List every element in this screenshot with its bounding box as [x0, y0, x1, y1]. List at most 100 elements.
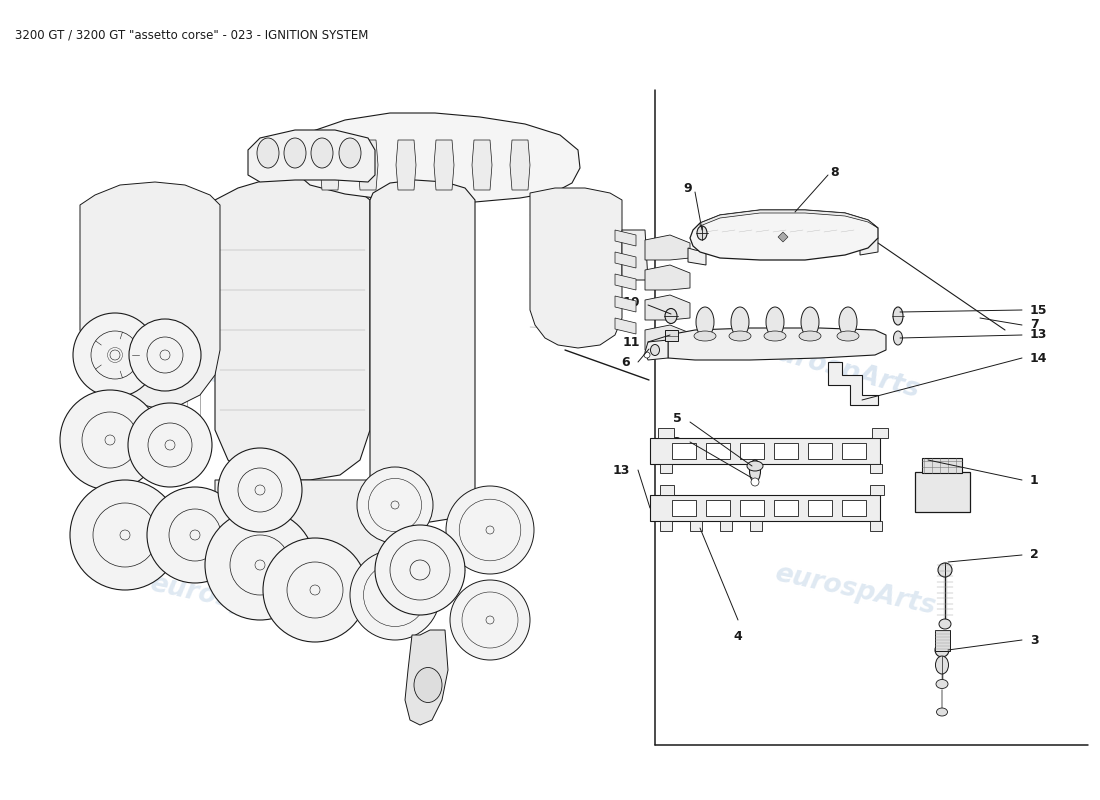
Polygon shape: [214, 177, 370, 480]
Polygon shape: [370, 180, 475, 522]
Ellipse shape: [694, 331, 716, 341]
Bar: [842, 500, 866, 516]
Bar: [808, 500, 832, 516]
Ellipse shape: [801, 307, 820, 337]
Ellipse shape: [697, 226, 707, 240]
Ellipse shape: [218, 448, 302, 532]
Text: 8: 8: [830, 166, 839, 178]
Bar: [808, 443, 832, 459]
Bar: [660, 485, 674, 495]
Ellipse shape: [747, 461, 763, 471]
Ellipse shape: [936, 708, 947, 716]
Ellipse shape: [729, 331, 751, 341]
Ellipse shape: [375, 525, 465, 615]
Ellipse shape: [446, 486, 534, 574]
Ellipse shape: [732, 307, 749, 337]
Text: eurospArts: eurospArts: [758, 336, 923, 404]
Ellipse shape: [263, 538, 367, 642]
Text: 11: 11: [623, 335, 640, 349]
Bar: [922, 458, 962, 473]
Text: 12: 12: [664, 435, 682, 449]
Polygon shape: [645, 295, 690, 320]
Text: 3200 GT / 3200 GT "assetto corse" - 023 - IGNITION SYSTEM: 3200 GT / 3200 GT "assetto corse" - 023 …: [15, 28, 368, 41]
Text: 9: 9: [684, 182, 692, 194]
Polygon shape: [615, 274, 636, 290]
Polygon shape: [472, 140, 492, 190]
Ellipse shape: [938, 563, 952, 577]
Polygon shape: [700, 210, 878, 228]
Bar: [870, 485, 884, 495]
Text: 15: 15: [1030, 303, 1047, 317]
Polygon shape: [650, 438, 880, 464]
Polygon shape: [621, 230, 648, 280]
Polygon shape: [860, 237, 878, 255]
Bar: [915, 472, 970, 512]
Text: eurospArts: eurospArts: [112, 336, 277, 404]
Text: 10: 10: [623, 295, 640, 309]
Text: 4: 4: [734, 630, 742, 643]
Bar: [658, 428, 674, 438]
Text: 7: 7: [1030, 318, 1038, 331]
Ellipse shape: [358, 467, 433, 543]
Ellipse shape: [350, 550, 440, 640]
Bar: [935, 630, 950, 651]
Ellipse shape: [73, 313, 157, 397]
Polygon shape: [396, 140, 416, 190]
Ellipse shape: [129, 319, 201, 391]
Ellipse shape: [893, 307, 903, 325]
Text: eurospArts: eurospArts: [772, 560, 938, 620]
Polygon shape: [668, 328, 886, 360]
Polygon shape: [434, 140, 454, 190]
Ellipse shape: [450, 580, 530, 660]
Polygon shape: [615, 230, 636, 246]
Bar: [660, 464, 672, 473]
Bar: [720, 521, 732, 531]
Polygon shape: [828, 362, 878, 405]
Bar: [774, 443, 798, 459]
Text: 1: 1: [1030, 474, 1038, 486]
Polygon shape: [688, 248, 706, 265]
Ellipse shape: [839, 307, 857, 337]
Polygon shape: [615, 296, 636, 312]
Polygon shape: [615, 252, 636, 268]
Bar: [750, 521, 762, 531]
Ellipse shape: [650, 345, 660, 355]
Text: 2: 2: [1030, 549, 1038, 562]
Polygon shape: [690, 210, 878, 260]
Ellipse shape: [749, 460, 760, 482]
Ellipse shape: [935, 643, 949, 657]
Bar: [690, 521, 702, 531]
Ellipse shape: [339, 138, 361, 168]
Polygon shape: [248, 130, 375, 182]
Text: 6: 6: [621, 355, 630, 369]
Text: 13: 13: [613, 463, 630, 477]
Ellipse shape: [799, 331, 821, 341]
Bar: [842, 443, 866, 459]
Polygon shape: [645, 265, 690, 290]
Polygon shape: [645, 340, 668, 360]
Bar: [706, 500, 730, 516]
Bar: [740, 500, 764, 516]
Ellipse shape: [70, 480, 180, 590]
Text: eurospArts: eurospArts: [147, 570, 314, 630]
Ellipse shape: [414, 667, 442, 702]
Polygon shape: [214, 480, 415, 590]
Polygon shape: [358, 140, 378, 190]
Bar: [774, 500, 798, 516]
Ellipse shape: [284, 138, 306, 168]
Ellipse shape: [764, 331, 786, 341]
Bar: [706, 443, 730, 459]
Bar: [740, 443, 764, 459]
Bar: [672, 500, 696, 516]
Polygon shape: [645, 235, 690, 260]
Polygon shape: [615, 318, 636, 334]
Ellipse shape: [751, 478, 759, 486]
Ellipse shape: [60, 390, 160, 490]
Ellipse shape: [205, 510, 315, 620]
Ellipse shape: [147, 487, 243, 583]
Ellipse shape: [128, 403, 212, 487]
Ellipse shape: [766, 307, 784, 337]
Bar: [660, 521, 672, 531]
Bar: [666, 330, 678, 341]
Polygon shape: [294, 113, 580, 202]
